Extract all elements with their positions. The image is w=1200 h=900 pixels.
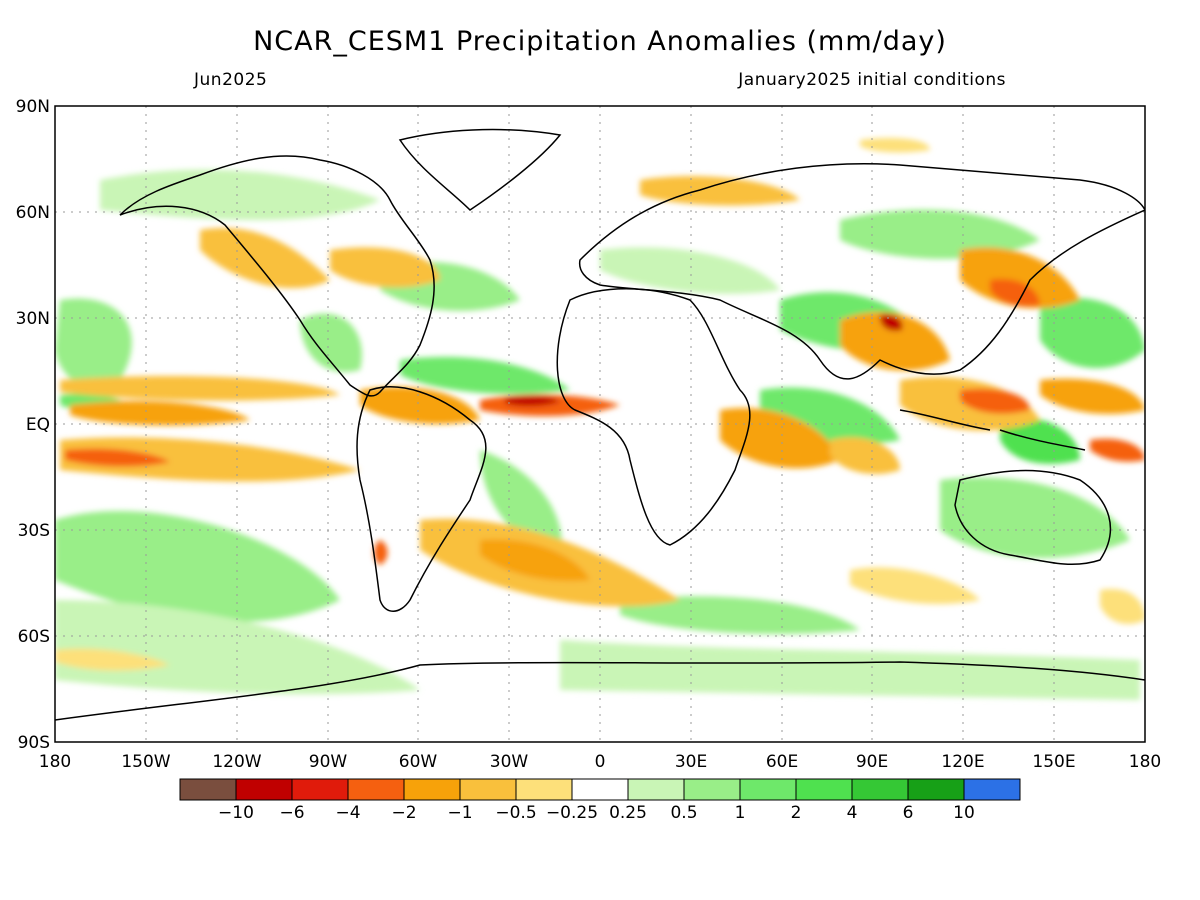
colorbar-tick-label: 0.5 (670, 803, 697, 823)
anomaly-patches (55, 138, 1145, 700)
lon-label: 60E (766, 752, 798, 772)
lon-label: 60W (399, 752, 438, 772)
colorbar-swatch (291, 778, 349, 801)
colorbar-swatch (235, 778, 293, 801)
lon-label: 30E (675, 752, 707, 772)
lat-label: 90N (16, 97, 50, 117)
colorbar-swatch (179, 778, 237, 801)
lat-label: 30N (16, 309, 50, 329)
lon-label: 30W (490, 752, 529, 772)
colorbar-tick-label: −2 (391, 803, 416, 823)
colorbar-tick-label: −10 (218, 803, 254, 823)
lon-labels: 180 150W 120W 90W 60W 30W 0 30E 60E 90E … (39, 752, 1161, 772)
lon-label: 180 (1129, 752, 1161, 772)
colorbar-swatch (907, 778, 965, 801)
lat-label: 60S (18, 627, 50, 647)
colorbar-tick-label: 6 (903, 803, 914, 823)
colorbar-tick-label: 2 (791, 803, 802, 823)
coastlines (55, 128, 1145, 721)
lon-label: 150W (121, 752, 170, 772)
colorbar-swatch (515, 778, 573, 801)
colorbar-tick-label: 1 (735, 803, 746, 823)
colorbar-swatch (739, 778, 797, 801)
valid-month-label: Jun2025 (194, 70, 268, 90)
colorbar-swatch (851, 778, 909, 801)
colorbar-labels: −10 −6 −4 −2 −1 −0.5 −0.25 0.25 0.5 1 2 4 6 10 (218, 803, 975, 823)
colorbar-tick-label: 4 (847, 803, 858, 823)
lat-label: EQ (26, 415, 50, 435)
lon-label: 0 (595, 752, 606, 772)
colorbar-tick-label: −1 (447, 803, 472, 823)
lat-label: 30S (18, 521, 50, 541)
anomaly-field (55, 106, 1145, 742)
colorbar-tick-label: 10 (953, 803, 975, 823)
colorbar-swatch (459, 778, 517, 801)
map-title: NCAR_CESM1 Precipitation Anomalies (mm/d… (253, 26, 947, 57)
colorbar-swatch (347, 778, 405, 801)
colorbar-swatch (963, 778, 1021, 801)
lat-label: 90S (18, 733, 50, 753)
colorbar-tick-label: −0.5 (495, 803, 536, 823)
lon-label: 180 (39, 752, 71, 772)
colorbar (179, 778, 1021, 801)
lat-labels: 90N 60N 30N EQ 30S 60S 90S (16, 97, 50, 753)
colorbar-swatch (403, 778, 461, 801)
plot-frame (54, 105, 1146, 743)
colorbar-swatch (627, 778, 685, 801)
lon-label: 90W (309, 752, 348, 772)
colorbar-swatch (795, 778, 853, 801)
colorbar-tick-label: −0.25 (546, 803, 598, 823)
init-conditions-label: January2025 initial conditions (738, 70, 1006, 90)
colorbar-swatch (571, 778, 629, 801)
grid-lines (55, 106, 1145, 742)
lon-label: 150E (1032, 752, 1075, 772)
colorbar-tick-label: −6 (279, 803, 304, 823)
colorbar-tick-label: 0.25 (609, 803, 647, 823)
lon-label: 120E (941, 752, 984, 772)
colorbar-tick-label: −4 (335, 803, 360, 823)
lat-label: 60N (16, 203, 50, 223)
lon-label: 90E (856, 752, 888, 772)
colorbar-swatch (683, 778, 741, 801)
lon-label: 120W (212, 752, 261, 772)
